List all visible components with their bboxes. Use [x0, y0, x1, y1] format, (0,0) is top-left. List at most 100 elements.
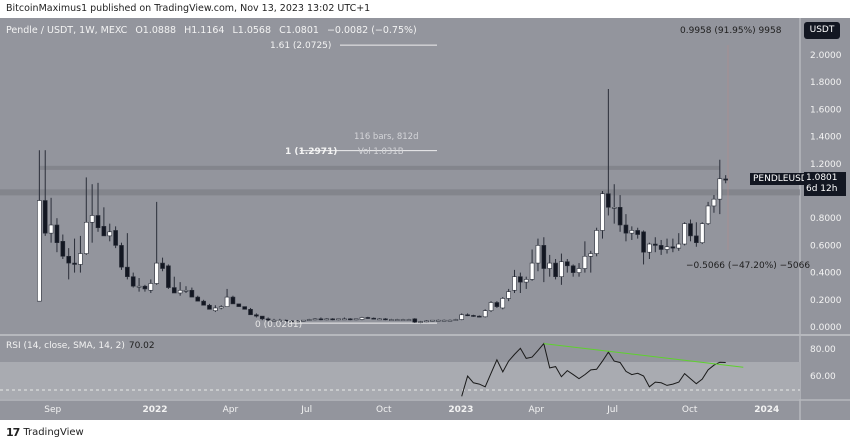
candle [89, 184, 95, 243]
high-value: H1.1164 [184, 25, 225, 36]
candle [113, 226, 118, 249]
candle [171, 276, 177, 294]
candle-body [42, 200, 48, 234]
candle-body [136, 285, 142, 288]
candle-body [606, 193, 611, 208]
candle [553, 259, 558, 280]
candle [447, 319, 453, 322]
candle [500, 297, 506, 310]
currency-button[interactable]: USDT [804, 22, 840, 39]
candle-body [218, 306, 224, 309]
candle-body [330, 318, 335, 321]
candle [265, 317, 271, 322]
candle [336, 318, 341, 321]
candle [277, 318, 283, 322]
support-zone[interactable] [0, 189, 800, 196]
candle [629, 226, 635, 240]
footer-brand[interactable]: TradingView [23, 427, 84, 438]
candle-body [119, 245, 124, 268]
range-bars-label: 116 bars, 812d [354, 132, 418, 142]
candle [647, 242, 652, 259]
bar-countdown: 6d 12h [806, 184, 838, 194]
candle [342, 317, 347, 321]
price-tick-label: 0.6000 [810, 241, 842, 251]
price-tick-label: 0.2000 [810, 296, 842, 306]
candle-body [271, 319, 277, 322]
rsi-tick-label: 60.00 [810, 372, 836, 382]
candle [318, 317, 324, 321]
candle [160, 257, 165, 272]
candle-body [506, 291, 511, 299]
resistance-zone[interactable] [39, 165, 720, 170]
candle [371, 317, 377, 320]
candle-body [283, 319, 289, 322]
candle [242, 306, 247, 310]
rsi-trendline[interactable] [543, 343, 744, 368]
candle [688, 219, 693, 242]
candle [101, 207, 107, 237]
candle-body [83, 221, 89, 254]
candle [195, 295, 201, 302]
candle [588, 250, 594, 273]
candle-body [183, 289, 189, 292]
price-tick-label: 1.4000 [810, 133, 842, 143]
candle-body [459, 314, 465, 320]
candle [535, 238, 541, 272]
candle-body [611, 207, 617, 209]
candle-body [277, 319, 283, 322]
candle [459, 313, 465, 321]
candle [418, 320, 423, 324]
candle [676, 233, 682, 251]
candle-body [424, 320, 429, 323]
candle [477, 315, 482, 318]
candle [306, 318, 312, 321]
candle-body [130, 276, 136, 287]
candle-body [412, 318, 418, 323]
candle [148, 279, 154, 293]
candle [635, 227, 640, 239]
candle [564, 259, 570, 273]
candle [213, 305, 218, 313]
candle-body [342, 318, 347, 321]
candle-body [547, 262, 552, 269]
candle [207, 303, 212, 310]
candle-body [189, 289, 195, 298]
candle [576, 263, 582, 277]
candle [377, 318, 382, 321]
candle-body [166, 265, 171, 288]
time-tick-label: Oct [376, 405, 392, 415]
candle-body [500, 298, 506, 309]
candle-body [641, 231, 646, 253]
time-tick-label: 2023 [448, 405, 473, 415]
candle [283, 319, 289, 322]
candle [435, 319, 441, 322]
time-tick-label: Oct [682, 405, 698, 415]
candle [488, 301, 494, 313]
candle [547, 254, 552, 277]
candle [523, 276, 529, 289]
chart-background [0, 18, 850, 420]
rsi-band [0, 362, 800, 399]
candle [699, 222, 705, 245]
candle [230, 295, 236, 305]
candle-body [512, 276, 517, 291]
candle [723, 175, 728, 184]
candle-body [359, 317, 365, 320]
price-tick-label: 2.0000 [810, 51, 842, 61]
candle [664, 238, 670, 254]
candle-body [72, 262, 77, 265]
candle-body [453, 319, 459, 321]
candle [430, 319, 435, 322]
candle-body [242, 306, 247, 310]
candle-body [107, 231, 113, 237]
price-tick-label: 0.4000 [810, 269, 842, 279]
candle [400, 318, 406, 321]
rsi-line [461, 342, 726, 397]
candle [717, 159, 723, 215]
candle [166, 264, 171, 289]
candle [518, 272, 523, 293]
candle-body [670, 246, 676, 249]
candle [482, 309, 488, 318]
candle-body [477, 315, 482, 318]
